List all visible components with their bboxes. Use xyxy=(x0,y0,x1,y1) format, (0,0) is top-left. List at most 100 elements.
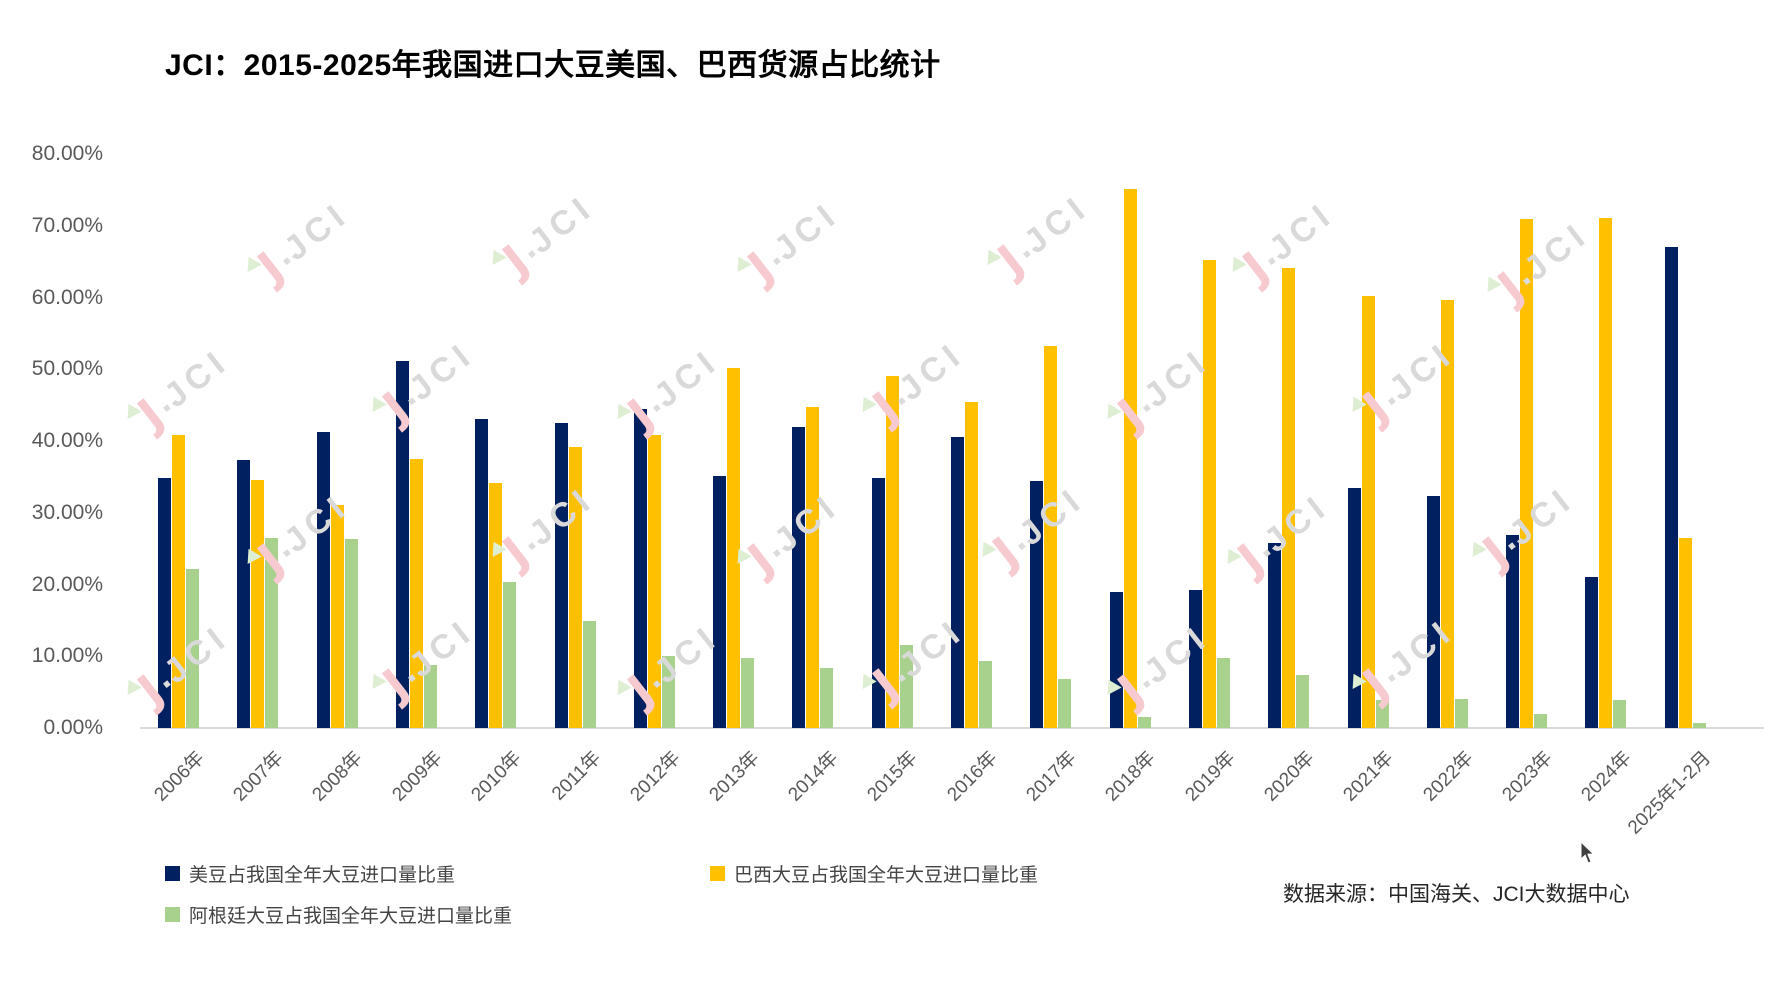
watermark-dot-glyph: . xyxy=(1004,227,1039,267)
watermark-triangle-icon xyxy=(121,676,142,696)
bar-阿根廷大豆占我国全年大豆进口量比重-2012年 xyxy=(661,655,675,728)
bar-阿根廷大豆占我国全年大豆进口量比重-2008年 xyxy=(344,539,358,728)
jci-watermark-logo: J. JCI xyxy=(119,337,240,447)
x-tick-label-2021年: 2021年 xyxy=(1339,747,1398,806)
y-tick-label-60.00%: 60.00% xyxy=(31,285,103,309)
bar-巴西大豆占我国全年大豆进口量比重-2011年 xyxy=(568,446,582,728)
x-tick-label-2015年: 2015年 xyxy=(863,747,923,806)
bar-美豆占我国全年大豆进口量比重-2015年 xyxy=(871,478,885,728)
x-tick-label-2023年: 2023年 xyxy=(1498,747,1557,806)
mouse-cursor-icon xyxy=(1580,842,1595,864)
watermark-j-glyph: J xyxy=(738,242,784,293)
bar-巴西大豆占我国全年大豆进口量比重-2020年 xyxy=(1282,268,1296,728)
bar-阿根廷大豆占我国全年大豆进口量比重-2017年 xyxy=(1058,678,1072,728)
bar-巴西大豆占我国全年大豆进口量比重-2025年1-2月 xyxy=(1678,537,1692,728)
bar-美豆占我国全年大豆进口量比重-2025年1-2月 xyxy=(1664,247,1678,728)
bar-巴西大豆占我国全年大豆进口量比重-2017年 xyxy=(1044,345,1058,728)
bar-巴西大豆占我国全年大豆进口量比重-2006年 xyxy=(172,434,185,728)
bar-巴西大豆占我国全年大豆进口量比重-2022年 xyxy=(1440,299,1454,728)
watermark-triangle-icon xyxy=(611,676,632,696)
bar-巴西大豆占我国全年大豆进口量比重-2023年 xyxy=(1520,219,1534,728)
x-tick-label-2009年: 2009年 xyxy=(388,747,447,806)
x-tick-label-2020年: 2020年 xyxy=(1260,747,1319,806)
bar-group-2011年 xyxy=(554,423,596,728)
x-tick-label-2012年: 2012年 xyxy=(626,747,685,806)
bar-阿根廷大豆占我国全年大豆进口量比重-2025年1-2月 xyxy=(1692,722,1706,728)
watermark-j-glyph: J xyxy=(1228,534,1274,585)
watermark-triangle-icon xyxy=(1466,538,1487,558)
bar-阿根廷大豆占我国全年大豆进口量比重-2009年 xyxy=(423,664,437,728)
bar-美豆占我国全年大豆进口量比重-2018年 xyxy=(1109,592,1123,728)
bar-巴西大豆占我国全年大豆进口量比重-2015年 xyxy=(885,375,899,728)
us-legend-swatch xyxy=(165,866,180,881)
watermark-jci-text: JCI xyxy=(766,194,847,269)
watermark-j-glyph: J xyxy=(493,235,539,286)
x-tick-label-2013年: 2013年 xyxy=(705,747,764,806)
bar-巴西大豆占我国全年大豆进口量比重-2010年 xyxy=(489,483,503,728)
jci-watermark-logo: J. JCI xyxy=(484,183,605,293)
bar-group-2010年 xyxy=(475,419,517,728)
bar-阿根廷大豆占我国全年大豆进口量比重-2021年 xyxy=(1375,700,1389,728)
bar-美豆占我国全年大豆进口量比重-2009年 xyxy=(395,360,409,728)
x-tick-label-2010年: 2010年 xyxy=(467,747,526,806)
watermark-jci-text: JCI xyxy=(1016,187,1097,262)
bar-美豆占我国全年大豆进口量比重-2024年 xyxy=(1585,576,1599,728)
bar-美豆占我国全年大豆进口量比重-2023年 xyxy=(1506,535,1520,728)
y-tick-label-80.00%: 80.00% xyxy=(31,142,103,165)
bar-美豆占我国全年大豆进口量比重-2016年 xyxy=(951,437,964,728)
watermark-dot-glyph: . xyxy=(754,234,789,274)
watermark-jci-text: JCI xyxy=(276,194,357,269)
x-tick-label-2014年: 2014年 xyxy=(784,747,843,806)
brazil-legend-swatch xyxy=(710,866,725,881)
bar-美豆占我国全年大豆进口量比重-2017年 xyxy=(1030,481,1044,728)
bar-巴西大豆占我国全年大豆进口量比重-2024年 xyxy=(1599,217,1613,728)
bar-group-2021年 xyxy=(1347,296,1389,728)
x-tick-label-2006年: 2006年 xyxy=(150,747,209,806)
chart-title: JCI：2015-2025年我国进口大豆美国、巴西货源占比统计 xyxy=(165,49,941,82)
watermark-dot-glyph: . xyxy=(754,526,789,566)
bar-美豆占我国全年大豆进口量比重-2011年 xyxy=(554,423,568,728)
bar-阿根廷大豆占我国全年大豆进口量比重-2018年 xyxy=(1137,716,1151,728)
watermark-triangle-icon xyxy=(1481,273,1502,293)
watermark-j-glyph: J xyxy=(988,235,1034,286)
watermark-triangle-icon xyxy=(486,246,507,266)
legend-item-brazil: 巴西大豆占我国全年大豆进口量比重 xyxy=(710,860,1038,887)
watermark-dot-glyph: . xyxy=(509,227,544,267)
bar-阿根廷大豆占我国全年大豆进口量比重-2011年 xyxy=(582,621,596,728)
y-tick-label-50.00%: 50.00% xyxy=(31,357,103,381)
bar-阿根廷大豆占我国全年大豆进口量比重-2020年 xyxy=(1296,674,1310,728)
x-tick-label-2019年: 2019年 xyxy=(1181,747,1240,806)
bar-美豆占我国全年大豆进口量比重-2006年 xyxy=(158,477,171,728)
watermark-triangle-icon xyxy=(366,393,387,413)
bar-阿根廷大豆占我国全年大豆进口量比重-2015年 xyxy=(899,644,913,728)
x-tick-label-2018年: 2018年 xyxy=(1101,747,1160,806)
bar-美豆占我国全年大豆进口量比重-2020年 xyxy=(1268,542,1282,728)
legend-item-argentina: 阿根廷大豆占我国全年大豆进口量比重 xyxy=(165,901,512,928)
x-tick-label-2007年: 2007年 xyxy=(229,747,288,806)
bar-美豆占我国全年大豆进口量比重-2022年 xyxy=(1426,495,1440,728)
bar-group-2009年 xyxy=(395,360,437,728)
x-tick-label-2024年: 2024年 xyxy=(1577,747,1636,806)
bar-美豆占我国全年大豆进口量比重-2007年 xyxy=(237,459,251,728)
bar-巴西大豆占我国全年大豆进口量比重-2007年 xyxy=(251,479,265,728)
watermark-j-glyph: J xyxy=(248,242,294,293)
bar-group-2018年 xyxy=(1109,189,1151,728)
bar-阿根廷大豆占我国全年大豆进口量比重-2024年 xyxy=(1613,700,1627,728)
bar-group-2007年 xyxy=(237,459,279,728)
bar-group-2023年 xyxy=(1506,219,1548,728)
bar-阿根廷大豆占我国全年大豆进口量比重-2023年 xyxy=(1534,713,1548,728)
bar-巴西大豆占我国全年大豆进口量比重-2012年 xyxy=(647,434,661,728)
y-tick-label-10.00%: 10.00% xyxy=(31,644,103,668)
bar-group-2022年 xyxy=(1426,299,1468,728)
x-tick-label-2016年: 2016年 xyxy=(943,747,1002,806)
watermark-triangle-icon xyxy=(611,400,632,420)
x-tick-label-2025年1-2月: 2025年1-2月 xyxy=(1624,747,1716,839)
bar-阿根廷大豆占我国全年大豆进口量比重-2007年 xyxy=(265,537,279,728)
brazil-legend-label: 巴西大豆占我国全年大豆进口量比重 xyxy=(734,865,1039,886)
argentina-legend-swatch xyxy=(165,907,180,922)
bar-group-2019年 xyxy=(1188,260,1230,728)
legend-item-us: 美豆占我国全年大豆进口量比重 xyxy=(165,860,455,887)
bar-阿根廷大豆占我国全年大豆进口量比重-2014年 xyxy=(820,667,834,728)
bar-group-2020年 xyxy=(1268,268,1310,728)
